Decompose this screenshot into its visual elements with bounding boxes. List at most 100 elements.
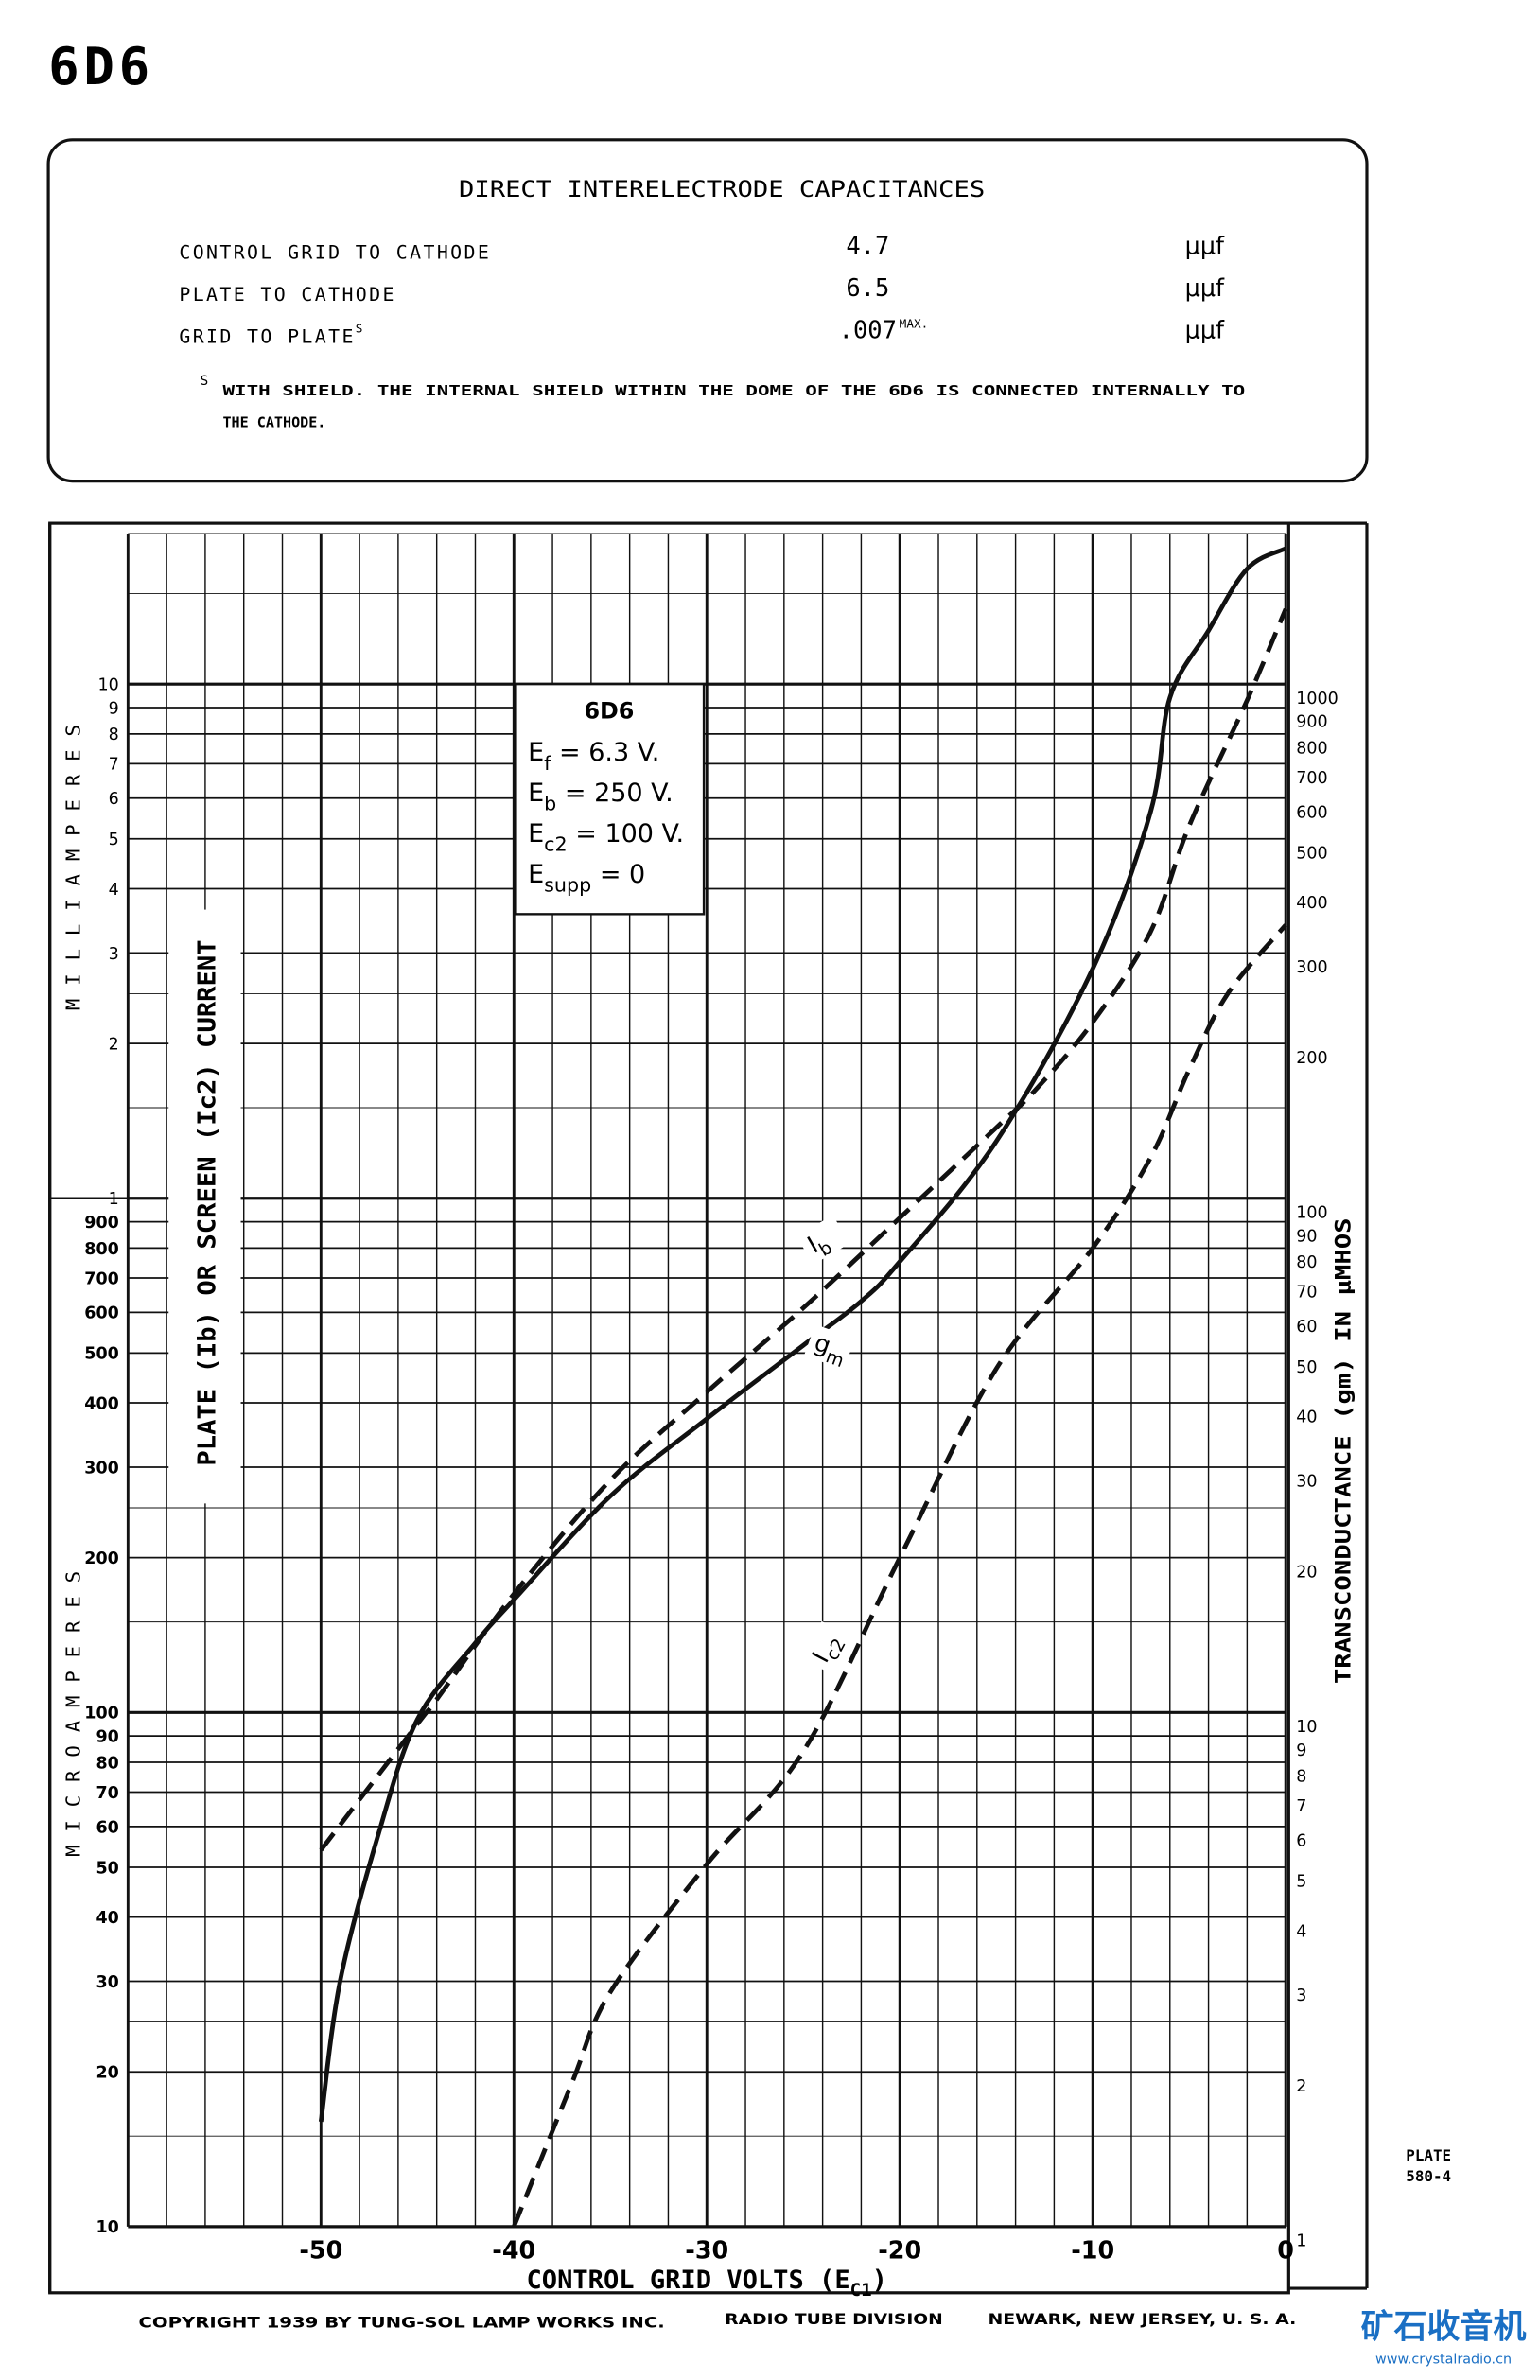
footnote-line-1: WITH SHIELD. THE INTERNAL SHIELD WITHIN …: [222, 382, 1245, 399]
capacitance-label: CONTROL GRID TO CATHODE: [179, 241, 491, 263]
right-tick-label: 40: [1296, 1409, 1317, 1427]
footer-copyright: COPYRIGHT 1939 BY TUNG-SOL LAMP WORKS IN…: [138, 2313, 664, 2331]
right-tick-label: 200: [1296, 1049, 1327, 1068]
plate-number-line-1: PLATE: [1406, 2146, 1451, 2164]
right-tick-label: 600: [1296, 803, 1327, 822]
x-tick-label: -30: [685, 2235, 728, 2264]
right-tick-label: 70: [1296, 1284, 1317, 1303]
series-line-ib: [319, 607, 1288, 1852]
left-tick-label-ua: 50: [96, 1859, 118, 1878]
x-tick-label: 0: [1277, 2235, 1294, 2264]
left-tick-label-ua: 700: [84, 1269, 118, 1288]
left-tick-label-ua: 500: [84, 1345, 118, 1364]
left-tick-label-ua: 30: [96, 1973, 118, 1992]
left-axis-ticks: 10 9 8 7 6 5 4 3 2 1 900 800 700 600 500 400 300 200 100 90…: [84, 676, 118, 2238]
left-tick-label-ua: 300: [84, 1459, 118, 1478]
right-tick-label: 2: [1296, 2077, 1306, 2096]
right-tick-label: 900: [1296, 713, 1327, 732]
capacitance-value: 4.7: [846, 232, 889, 260]
right-tick-label: 5: [1296, 1873, 1306, 1892]
x-axis-ticks: -50 -40 -30 -20 -10 0: [299, 2235, 1294, 2264]
left-tick-label-ma: 6: [109, 790, 119, 809]
watermark-logo: 矿石收音机 www.crystalradio.cn: [1361, 2307, 1527, 2367]
right-tick-label: 3: [1296, 1986, 1306, 2005]
left-tick-label-ma: 10: [98, 676, 119, 695]
right-tick-label: 60: [1296, 1318, 1317, 1337]
right-tick-label: 700: [1296, 769, 1327, 788]
capacitance-value: .007: [839, 316, 897, 344]
right-tick-label: 30: [1296, 1473, 1317, 1492]
capacitance-row: CONTROL GRID TO CATHODE 4.7 μμf: [179, 232, 1225, 264]
capacitance-row: GRID TO PLATES .007 MAX. μμf: [179, 316, 1225, 348]
capacitance-table: DIRECT INTERELECTRODE CAPACITANCES CONTR…: [46, 138, 1369, 483]
legend-title: 6D6: [584, 698, 634, 725]
right-tick-label: 80: [1296, 1253, 1317, 1272]
footer-division: RADIO TUBE DIVISION: [725, 2310, 942, 2328]
left-tick-label-ua: 800: [84, 1240, 118, 1259]
capacitance-heading: DIRECT INTERELECTRODE CAPACITANCES: [459, 176, 985, 202]
capacitance-value-note: MAX.: [900, 316, 929, 330]
left-tick-label-ua: 40: [96, 1909, 118, 1928]
right-tick-label: 9: [1296, 1741, 1306, 1760]
left-tick-label-ua: 200: [84, 1549, 118, 1568]
capacitance-label: PLATE TO CATHODE: [179, 284, 395, 306]
svg-text:矿石收音机: 矿石收音机: [1361, 2307, 1527, 2346]
left-tick-label-ma: 4: [109, 881, 119, 900]
x-tick-label: -40: [492, 2235, 535, 2264]
plate-number-line-2: 580-4: [1406, 2167, 1451, 2185]
capacitance-label: GRID TO PLATES: [179, 321, 364, 347]
footnote-line-2: THE CATHODE.: [222, 413, 325, 430]
x-axis-label: CONTROL GRID VOLTS (EC1): [527, 2266, 887, 2301]
footer-location: NEWARK, NEW JERSEY, U. S. A.: [988, 2310, 1296, 2328]
left-tick-label-ua: 100: [84, 1705, 118, 1724]
left-tick-label-ma: 2: [109, 1035, 119, 1054]
right-tick-label: 1000: [1296, 690, 1338, 709]
conditions-legend: 6D6 Ef = 6.3 V.Eb = 250 V.Ec2 = 100 V.Es…: [515, 682, 706, 916]
y-axis-label-right: TRANSCONDUCTANCE (gm) IN μMHOS: [1332, 1217, 1356, 1684]
left-tick-label-ma: 3: [109, 945, 119, 964]
right-tick-label: 20: [1296, 1563, 1317, 1582]
right-tick-label: 1: [1296, 2232, 1306, 2251]
left-tick-label-ma: 5: [109, 831, 119, 849]
left-tick-label-ma: 7: [109, 756, 119, 775]
y-axis-label-milliamperes: MILLIAMPERES: [61, 725, 84, 1010]
left-tick-label-ua: 70: [96, 1784, 118, 1803]
left-tick-label-ua: 60: [96, 1818, 118, 1837]
right-tick-label: 8: [1296, 1768, 1306, 1787]
left-tick-label-ua: 400: [84, 1394, 118, 1413]
capacitance-unit: μμf: [1185, 232, 1225, 260]
series-line-gm: [318, 546, 1287, 2123]
curves: [318, 546, 1288, 2228]
y-axis-label-microamperes: MICROAMPERES: [61, 1571, 84, 1857]
right-tick-label: 50: [1296, 1358, 1317, 1377]
x-tick-label: -10: [1071, 2235, 1114, 2264]
right-tick-label: 10: [1296, 1718, 1317, 1737]
left-tick-label-ua: 10: [96, 2218, 118, 2237]
left-tick-label-ma: 9: [109, 699, 119, 718]
right-tick-label: 500: [1296, 844, 1327, 863]
right-tick-label: 6: [1296, 1832, 1306, 1851]
capacitance-value: 6.5: [846, 273, 889, 302]
left-tick-label-ma: 8: [109, 726, 119, 744]
right-tick-label: 800: [1296, 740, 1327, 759]
right-tick-label: 100: [1296, 1203, 1327, 1222]
right-tick-label: 4: [1296, 1922, 1306, 1941]
y-axis-label-left: PLATE (Ib) OR SCREEN (Ic2) CURRENT: [193, 939, 221, 1465]
left-tick-label-ua: 90: [96, 1728, 118, 1747]
right-axis-ticks: 1000 900 800 700 600 500 400 300 200 100 90 80 70 60 5…: [1296, 690, 1338, 2251]
left-tick-label-ua: 20: [96, 2064, 118, 2083]
left-tick-label-ma: 1: [109, 1190, 119, 1209]
capacitance-unit: μμf: [1185, 273, 1225, 302]
left-tick-label-ua: 80: [96, 1754, 118, 1773]
right-tick-label: 7: [1296, 1797, 1306, 1816]
capacitance-unit: μμf: [1185, 316, 1225, 344]
chart-grid: [126, 533, 1287, 2229]
right-tick-label: 90: [1296, 1227, 1317, 1246]
svg-text:www.crystalradio.cn: www.crystalradio.cn: [1375, 2353, 1512, 2368]
right-tick-label: 400: [1296, 894, 1327, 913]
footnote-mark: S: [201, 374, 209, 389]
page-title: 6D6: [48, 37, 154, 96]
x-tick-label: -20: [878, 2235, 921, 2264]
